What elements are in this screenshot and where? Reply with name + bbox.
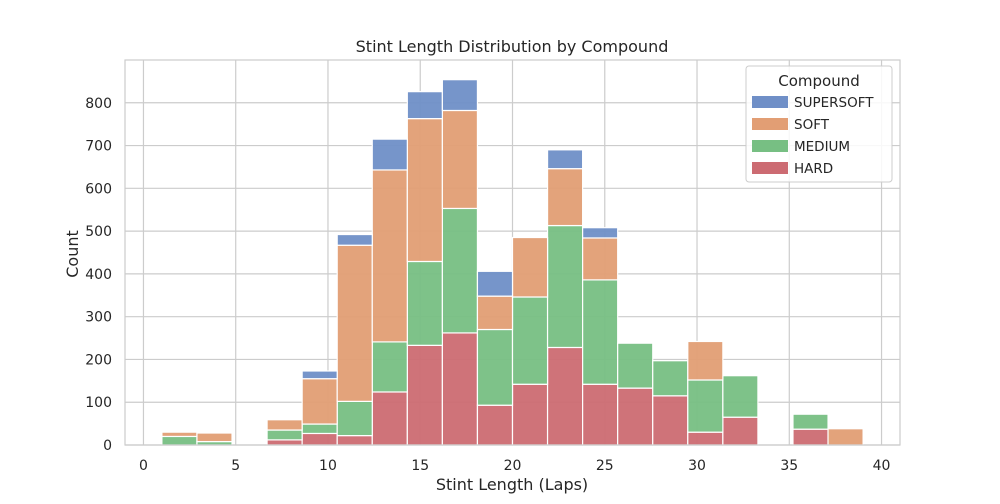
bar-medium <box>652 360 689 397</box>
bar-hard <box>722 416 759 446</box>
bar-supersoft <box>546 149 584 170</box>
bar-supersoft <box>301 370 338 380</box>
chart-title: Stint Length Distribution by Compound <box>356 37 669 56</box>
bar-supersoft <box>336 233 373 246</box>
bar-medium <box>266 429 303 441</box>
bars <box>161 79 864 446</box>
bar-soft <box>406 118 443 263</box>
y-tick-label: 200 <box>85 352 112 368</box>
x-axis-label: Stint Length (Laps) <box>436 475 588 494</box>
legend-label-medium: MEDIUM <box>794 139 850 155</box>
bar-medium <box>371 341 408 393</box>
bar-soft <box>161 431 198 438</box>
bar-medium <box>511 296 549 385</box>
bar-hard <box>582 383 619 446</box>
legend-label-soft: SOFT <box>794 117 830 133</box>
x-tick-label: 15 <box>411 458 429 474</box>
y-tick-label: 800 <box>85 96 112 112</box>
bar-soft <box>336 244 373 402</box>
bar-hard <box>511 383 549 446</box>
bar-medium <box>161 435 198 446</box>
bar-hard <box>792 428 829 446</box>
legend-swatch-supersoft <box>752 96 788 108</box>
bar-medium <box>792 413 829 430</box>
y-axis-label: Count <box>63 230 82 278</box>
y-tick-label: 700 <box>85 139 112 155</box>
legend-label-supersoft: SUPERSOFT <box>794 95 874 111</box>
bar-supersoft <box>476 270 514 297</box>
legend-items: SUPERSOFT SOFT MEDIUM HARD <box>752 95 874 177</box>
bar-soft <box>266 419 303 431</box>
bar-hard <box>687 431 724 446</box>
bar-hard <box>406 344 443 446</box>
bar-hard <box>441 332 479 446</box>
y-tick-label: 0 <box>103 438 112 454</box>
bar-medium <box>582 279 619 385</box>
bar-soft <box>582 237 619 281</box>
x-tick-label: 0 <box>139 458 148 474</box>
series-soft <box>161 109 864 446</box>
bar-soft <box>687 340 724 381</box>
bar-hard <box>652 395 689 446</box>
bar-supersoft <box>441 79 479 112</box>
y-tick-label: 400 <box>85 267 112 283</box>
y-tick-label: 100 <box>85 395 112 411</box>
legend-swatch-hard <box>752 162 788 174</box>
bar-hard <box>476 404 514 446</box>
bar-medium <box>722 375 759 418</box>
bar-medium <box>476 328 514 406</box>
x-tick-label: 35 <box>780 458 798 474</box>
legend-swatch-medium <box>752 140 788 152</box>
series-supersoft <box>301 79 619 380</box>
bar-hard <box>617 387 654 446</box>
bar-medium <box>301 423 338 435</box>
y-tick-label: 600 <box>85 181 112 197</box>
bar-soft <box>546 168 584 227</box>
bar-soft <box>441 109 479 210</box>
bar-supersoft <box>406 91 443 120</box>
y-tick-label: 500 <box>85 224 112 240</box>
series-medium <box>161 207 829 446</box>
bar-soft <box>476 295 514 331</box>
bar-medium <box>336 400 373 437</box>
legend-label-hard: HARD <box>794 161 833 177</box>
x-tick-label: 20 <box>504 458 522 474</box>
bar-hard <box>336 434 373 446</box>
bar-hard <box>371 391 408 446</box>
bar-hard <box>546 346 584 446</box>
x-tick-label: 30 <box>688 458 706 474</box>
bar-soft <box>196 432 233 443</box>
bar-soft <box>511 236 549 298</box>
bar-supersoft <box>582 227 619 239</box>
legend-swatch-soft <box>752 118 788 130</box>
bar-hard <box>266 439 303 446</box>
x-tick-label: 10 <box>319 458 337 474</box>
x-tick-label: 25 <box>596 458 614 474</box>
bar-supersoft <box>371 138 408 171</box>
bar-medium <box>687 379 724 433</box>
plot-frame <box>124 59 901 446</box>
bar-medium <box>441 207 479 334</box>
legend: Compound SUPERSOFT SOFT MEDIUM HARD <box>745 65 893 183</box>
x-tick-label: 40 <box>873 458 891 474</box>
tick-labels: 0 5 10 15 20 25 30 35 40010020030040050060070080… <box>85 96 890 474</box>
x-tick-label: 5 <box>231 458 240 474</box>
bar-soft <box>371 169 408 343</box>
legend-box <box>745 65 893 183</box>
bar-soft <box>301 378 338 425</box>
bar-medium <box>406 260 443 346</box>
bar-hard <box>301 432 338 446</box>
bar-medium <box>617 342 654 389</box>
bar-soft <box>827 428 864 446</box>
bar-medium <box>546 224 584 349</box>
legend-title: Compound <box>778 72 860 90</box>
y-tick-label: 300 <box>85 310 112 326</box>
